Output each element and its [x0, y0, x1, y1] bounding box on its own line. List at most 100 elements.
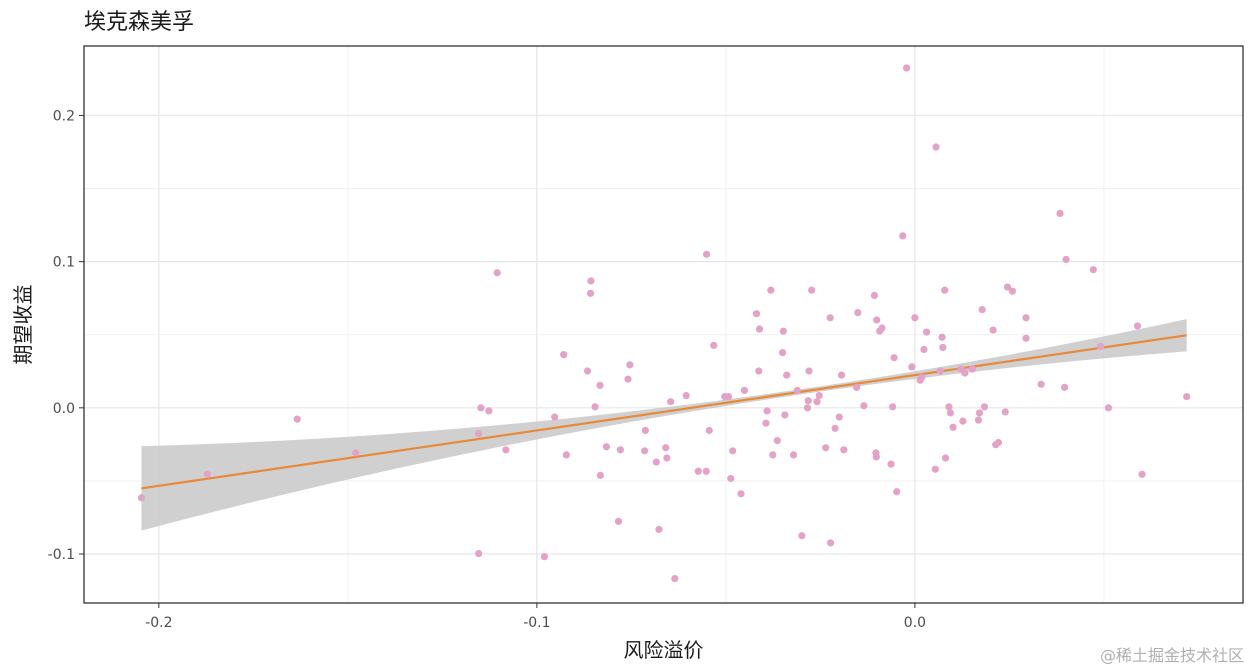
data-point [870, 291, 879, 300]
y-tick-label: 0.0 [53, 401, 75, 417]
data-point [493, 269, 501, 277]
data-point [583, 367, 592, 375]
data-point [702, 467, 710, 475]
data-point [783, 371, 791, 379]
data-point [890, 354, 898, 362]
data-point [860, 402, 868, 410]
data-point [773, 436, 781, 445]
data-point [941, 454, 950, 462]
data-point [485, 407, 493, 415]
data-point [475, 429, 483, 438]
data-point [596, 471, 604, 479]
confidence-band [141, 319, 1187, 531]
regression-line [141, 334, 1187, 490]
panel-border [83, 45, 1244, 604]
data-point [1022, 334, 1030, 342]
data-point [813, 398, 821, 406]
data-point [808, 286, 816, 294]
data-point [878, 324, 886, 332]
data-point [873, 316, 881, 324]
data-point [763, 407, 771, 415]
data-point [887, 460, 895, 468]
data-point [899, 232, 907, 240]
data-point [837, 371, 846, 379]
data-point [560, 351, 568, 359]
data-point [755, 367, 763, 375]
data-point [671, 574, 679, 583]
data-point [815, 391, 823, 400]
x-axis: -0.2 -0.1 0.0 [145, 603, 926, 631]
data-point [888, 403, 897, 411]
data-point [1062, 255, 1070, 264]
data-point [826, 314, 834, 322]
data-point [1096, 342, 1105, 351]
data-points [137, 64, 1191, 583]
data-point [616, 446, 625, 454]
data-point [602, 443, 611, 451]
y-axis-label: 期望收益 [11, 285, 35, 365]
data-point [1003, 283, 1012, 291]
data-point [893, 488, 901, 496]
data-point [961, 369, 969, 377]
data-point [562, 451, 570, 459]
data-point [974, 416, 982, 424]
data-point [939, 343, 947, 352]
data-point [663, 454, 671, 462]
x-tick-label: -0.1 [523, 615, 550, 631]
data-point [640, 447, 649, 455]
data-point [803, 404, 812, 412]
data-point [1104, 404, 1113, 412]
major-gridlines [84, 46, 1243, 603]
data-point [822, 444, 830, 452]
x-tick-label: 0.0 [904, 615, 926, 631]
data-point [831, 424, 839, 432]
data-point [475, 549, 483, 558]
data-point [624, 375, 632, 383]
data-point [798, 532, 806, 540]
data-point [1133, 322, 1142, 330]
data-point [980, 403, 989, 411]
data-point [918, 373, 926, 381]
data-point [793, 386, 801, 395]
data-point [931, 465, 939, 473]
data-point [968, 365, 976, 373]
y-tick-label: 0.2 [53, 108, 75, 124]
data-point [710, 341, 718, 350]
data-point [626, 361, 634, 369]
data-point [1183, 392, 1191, 401]
data-point [840, 446, 848, 454]
data-point [727, 474, 735, 483]
watermark: @稀土掘金技术社区 [1099, 646, 1244, 665]
data-point [1008, 287, 1017, 295]
data-point [591, 403, 599, 411]
data-point [1037, 380, 1045, 388]
data-point [1056, 209, 1064, 217]
data-point [682, 391, 690, 400]
data-point [920, 345, 928, 354]
data-point [769, 451, 777, 459]
data-point [911, 314, 919, 322]
data-point [614, 517, 623, 526]
data-point [854, 309, 862, 317]
data-point [596, 381, 604, 389]
data-point [994, 439, 1003, 447]
data-point [936, 367, 944, 375]
confidence-band-area [141, 319, 1187, 531]
data-point [805, 367, 813, 375]
data-point [938, 333, 946, 341]
data-point [945, 403, 953, 411]
data-point [587, 277, 595, 285]
data-point [1001, 408, 1009, 416]
data-point [655, 525, 663, 534]
data-point [941, 286, 949, 294]
data-point [586, 289, 595, 297]
y-axis: -0.1 0.0 0.1 0.2 [48, 108, 84, 563]
data-point [989, 326, 997, 334]
data-point [778, 348, 787, 357]
data-point [137, 494, 146, 502]
data-point [551, 413, 559, 421]
data-point [293, 415, 301, 423]
data-point [477, 404, 485, 412]
data-point [789, 451, 798, 459]
data-point [724, 392, 733, 401]
